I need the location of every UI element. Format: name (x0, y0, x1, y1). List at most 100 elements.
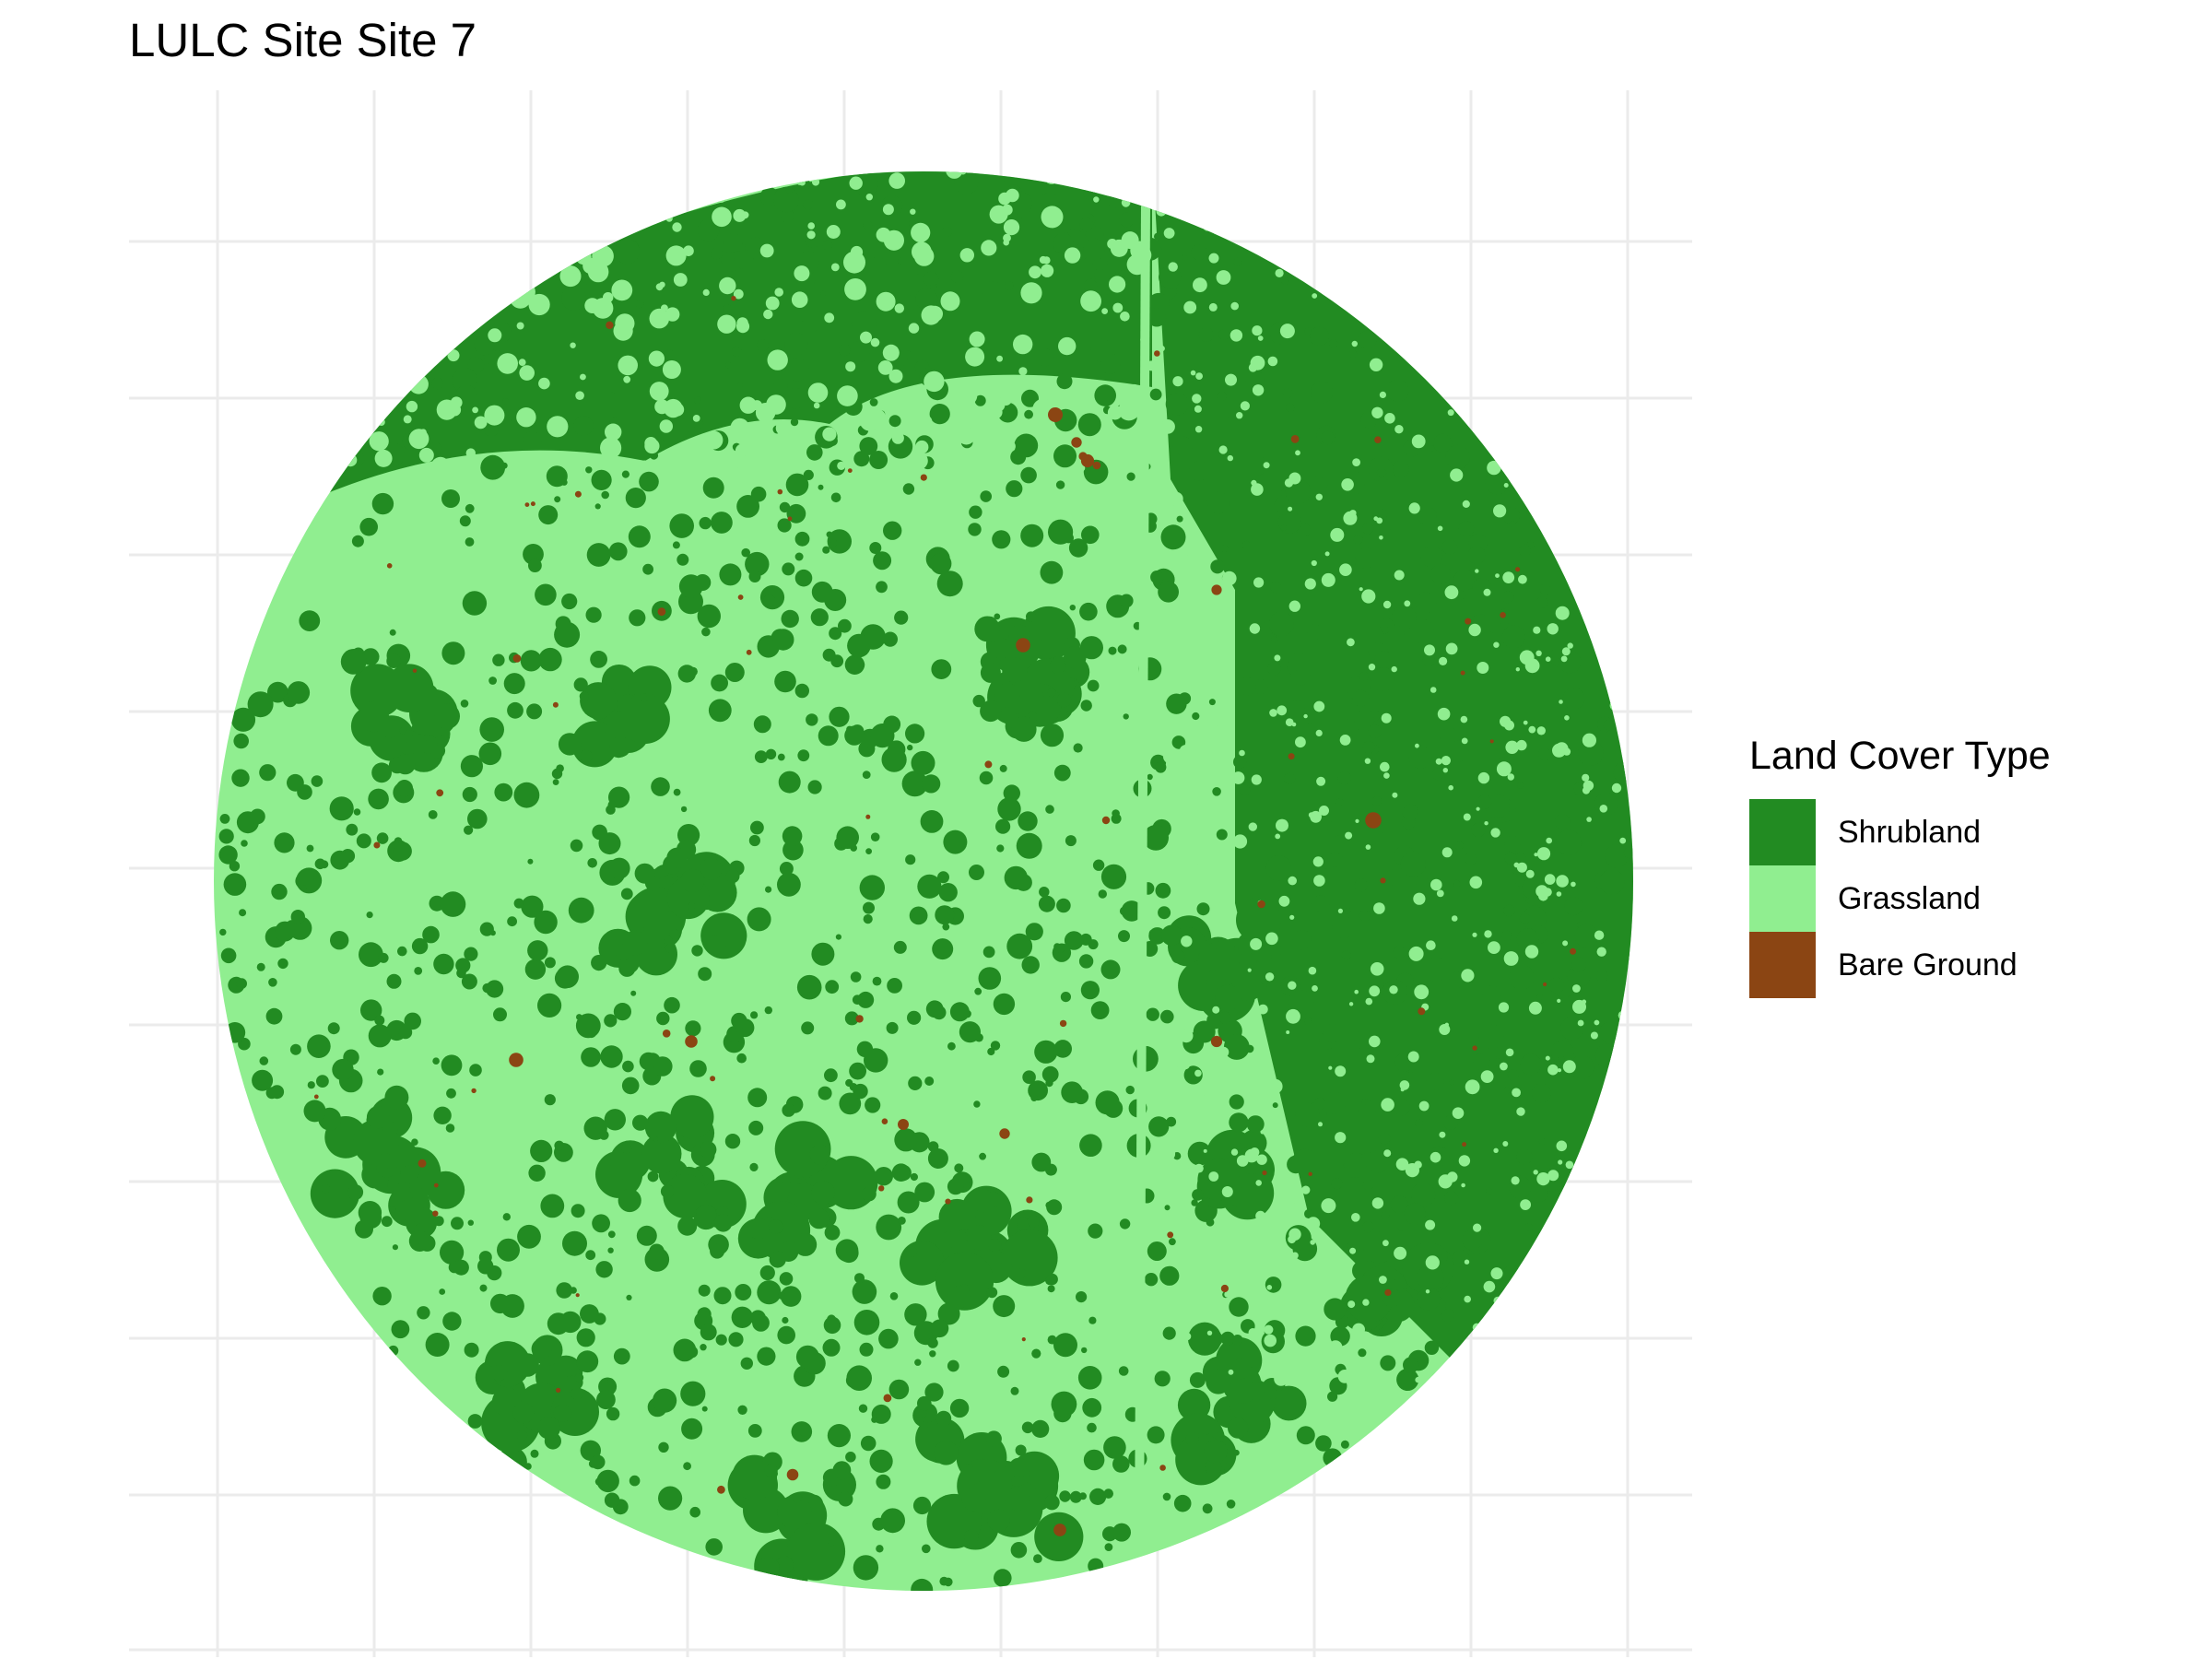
grass-gap (755, 403, 776, 423)
grass-gap (1582, 733, 1596, 747)
shrub-speck (677, 553, 689, 566)
bare-ground-speck (471, 1088, 477, 1094)
shrub-speck (777, 518, 792, 533)
grass-gap (1408, 946, 1424, 961)
shrub-speck (714, 1214, 733, 1232)
grass-gap (600, 437, 622, 459)
grass-gap (1266, 1285, 1273, 1290)
shrub-speck (465, 537, 475, 547)
grass-gap (1193, 277, 1207, 293)
grass-gap (1633, 308, 1641, 316)
shrub-speck (930, 553, 952, 575)
shrub-speck (1088, 1558, 1104, 1574)
shrub-speck (1055, 480, 1065, 489)
shrub-speck (1327, 852, 1343, 867)
shrub-speck (880, 1508, 905, 1534)
grass-gap (1394, 191, 1404, 202)
grass-gap (490, 295, 507, 311)
grass-gap (1547, 425, 1562, 440)
legend-label-bare-ground: Bare Ground (1838, 947, 2018, 982)
bare-ground-speck (1053, 1524, 1066, 1536)
bare-ground-speck (945, 1198, 951, 1205)
grass-gap (412, 363, 418, 371)
shrub-speck (997, 1365, 1010, 1378)
grass-gap (1379, 391, 1386, 398)
shrub-speck (925, 1000, 944, 1018)
grass-gap (1548, 1352, 1559, 1361)
grass-gap (1315, 729, 1323, 737)
grass-gap (593, 175, 611, 194)
shrub-speck (985, 1430, 1002, 1447)
shrub-speck (822, 1338, 841, 1357)
shrub-speck (399, 726, 407, 735)
shrub-speck (376, 832, 389, 844)
shrub-speck (606, 1406, 620, 1421)
grass-gap (1228, 1369, 1234, 1375)
shrub-speck (561, 286, 586, 311)
shrub-speck (507, 916, 517, 927)
grass-gap (1337, 295, 1343, 300)
bare-ground-speck (710, 1076, 716, 1082)
shrub-speck (980, 662, 1001, 683)
shrub-speck (1477, 630, 1497, 650)
shrub-speck (220, 947, 237, 964)
shrub-speck (613, 1003, 632, 1021)
shrub-speck (256, 962, 265, 971)
shrub-speck (1404, 1203, 1426, 1225)
grass-gap (1520, 1199, 1531, 1210)
grass-gap (1528, 725, 1536, 734)
grass-gap (798, 179, 806, 186)
shrub-speck (947, 1041, 956, 1051)
grass-gap (1208, 1171, 1219, 1182)
shrub-patch (1177, 1388, 1211, 1422)
grass-gap (1425, 1255, 1440, 1270)
legend-label-grassland: Grassland (1838, 880, 1981, 916)
shrub-speck (1031, 1152, 1052, 1172)
shrub-speck (986, 1287, 998, 1299)
shrub-speck (908, 1076, 923, 1090)
bare-ground-speck (373, 841, 381, 849)
grass-gap (1407, 1051, 1419, 1063)
bare-ground-speck (1570, 947, 1577, 955)
grass-gap (559, 218, 569, 229)
shrub-speck (1462, 1230, 1483, 1251)
shrub-speck (535, 583, 557, 606)
bare-ground-speck (746, 649, 752, 655)
shrub-speck (1502, 507, 1521, 524)
shrub-speck (1004, 865, 1029, 890)
shrub-speck (290, 910, 305, 924)
grass-gap (1177, 180, 1188, 191)
shrub-speck (431, 377, 443, 390)
grass-gap (1525, 194, 1538, 206)
grass-gap (1218, 1046, 1230, 1058)
shrub-speck (1478, 1024, 1504, 1049)
shrub-speck (1374, 651, 1393, 669)
shrub-speck (332, 1058, 354, 1081)
shrub-speck (665, 943, 675, 953)
shrub-speck (1003, 784, 1021, 802)
shrub-speck (1621, 952, 1631, 962)
shrub-speck (1125, 1085, 1135, 1095)
grass-gap (1618, 629, 1632, 643)
grass-gap (1369, 358, 1383, 371)
grass-gap (1042, 256, 1051, 265)
grass-gap (1382, 600, 1392, 609)
grass-gap (1439, 1024, 1451, 1035)
shrub-speck (414, 967, 423, 975)
shrub-speck (1050, 658, 1066, 675)
shrub-speck (1371, 795, 1382, 806)
shrub-speck (515, 1353, 539, 1377)
shrub-speck (316, 1075, 329, 1088)
shrub-speck (1242, 540, 1251, 549)
grass-gap (1232, 834, 1248, 849)
grass-gap (648, 350, 665, 367)
shrub-speck (876, 581, 888, 594)
grass-gap (1231, 771, 1245, 784)
shrub-speck (1147, 773, 1153, 781)
shrub-speck (869, 256, 887, 275)
shrub-speck (218, 845, 238, 865)
shrub-speck (784, 332, 808, 357)
grass-gap (297, 409, 319, 431)
shrub-speck (441, 1054, 463, 1077)
shrub-speck (527, 858, 534, 865)
